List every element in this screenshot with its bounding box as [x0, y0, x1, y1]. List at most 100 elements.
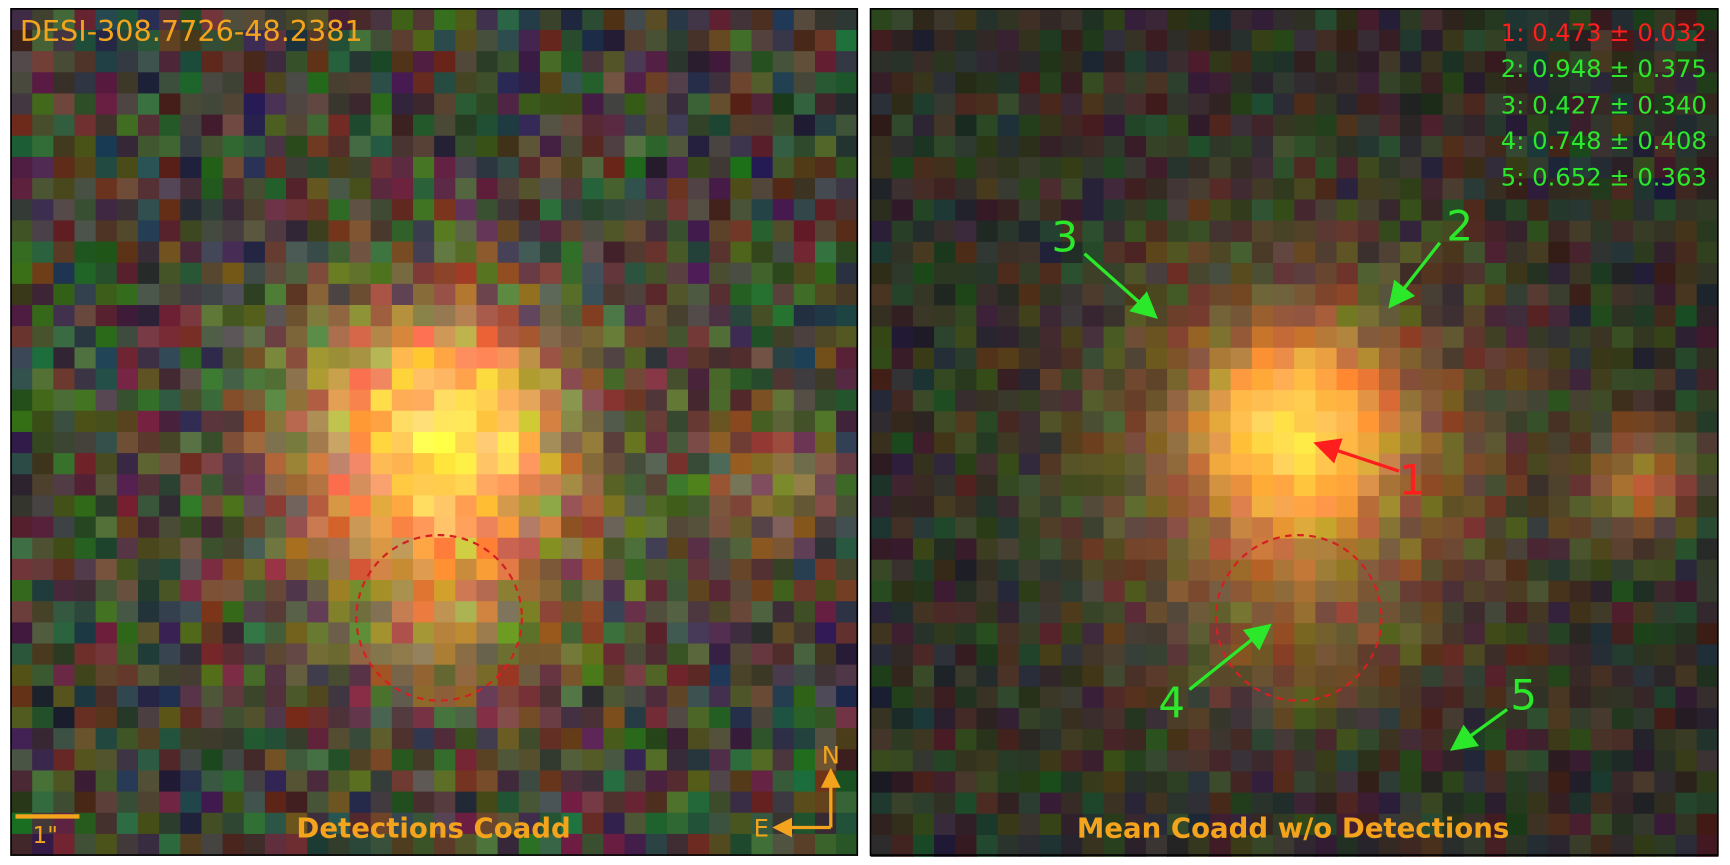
- pixel: [709, 72, 732, 95]
- pixel: [870, 114, 893, 137]
- pixel: [307, 558, 330, 581]
- pixel: [582, 685, 605, 708]
- pixel: [1082, 580, 1105, 603]
- pixel: [976, 368, 999, 391]
- pixel: [1167, 601, 1189, 624]
- pixel: [1633, 241, 1655, 264]
- pixel: [1357, 644, 1380, 667]
- pixel: [32, 622, 55, 645]
- pixel: [455, 516, 478, 539]
- pixel: [1421, 114, 1444, 137]
- pixel: [1633, 220, 1655, 243]
- pixel: [997, 623, 1020, 645]
- pixel: [793, 51, 816, 73]
- pixel: [11, 220, 33, 243]
- pixel: [1421, 813, 1444, 836]
- pixel: [1463, 707, 1486, 730]
- pixel: [997, 411, 1020, 434]
- pixel: [1336, 390, 1359, 412]
- pixel: [836, 791, 858, 814]
- pixel: [1294, 220, 1317, 243]
- pixel: [476, 51, 499, 73]
- pixel: [180, 29, 203, 52]
- pixel: [1103, 729, 1126, 751]
- pixel: [1654, 263, 1677, 285]
- pixel: [561, 643, 583, 666]
- pixel: [434, 368, 456, 391]
- pixel: [582, 770, 605, 793]
- pixel: [11, 156, 33, 179]
- pixel: [1061, 665, 1084, 688]
- pixel: [1294, 178, 1317, 201]
- pixel: [74, 389, 97, 412]
- pixel: [455, 643, 478, 666]
- pixel: [222, 601, 245, 624]
- pixel: [412, 664, 435, 687]
- pixel: [370, 156, 393, 179]
- pixel: [328, 156, 351, 179]
- pixel: [912, 8, 935, 31]
- pixel: [1527, 729, 1550, 751]
- pixel: [455, 770, 478, 793]
- pixel: [1357, 347, 1380, 370]
- pixel: [53, 410, 76, 433]
- pixel: [891, 665, 914, 688]
- pixel: [1018, 157, 1041, 179]
- pixel: [1421, 771, 1444, 794]
- pixel: [476, 114, 499, 137]
- pixel: [772, 262, 795, 285]
- pixel: [391, 51, 414, 73]
- pixel: [391, 431, 414, 454]
- pixel: [116, 812, 139, 835]
- pixel: [1378, 601, 1401, 624]
- pixel: [836, 558, 858, 581]
- pixel: [561, 601, 583, 624]
- pixel: [976, 347, 999, 370]
- pixel: [32, 601, 55, 624]
- pixel: [1421, 51, 1444, 74]
- pixel: [518, 8, 541, 31]
- pixel: [1124, 390, 1147, 412]
- pixel: [1633, 8, 1655, 31]
- pixel: [137, 685, 160, 708]
- pixel: [1611, 792, 1634, 815]
- pixel: [286, 29, 308, 52]
- pixel: [455, 93, 478, 116]
- pixel: [1336, 644, 1359, 667]
- pixel: [814, 495, 837, 518]
- pixel: [11, 643, 33, 666]
- pixel: [264, 156, 287, 179]
- pixel: [222, 72, 245, 95]
- pixel: [1082, 199, 1105, 222]
- pixel: [1400, 580, 1422, 603]
- pixel: [518, 51, 541, 73]
- pixel: [159, 749, 181, 772]
- pixel: [1103, 326, 1126, 349]
- pixel: [955, 390, 978, 412]
- pixel: [391, 72, 414, 95]
- pixel: [264, 8, 287, 31]
- pixel: [159, 833, 181, 856]
- pixel: [1039, 72, 1062, 95]
- pixel: [976, 8, 999, 31]
- pixel: [95, 305, 118, 327]
- pixel: [1251, 644, 1274, 667]
- pixel: [455, 791, 478, 814]
- pixel: [286, 199, 308, 222]
- pixel: [1400, 729, 1422, 751]
- pixel: [1061, 729, 1084, 751]
- pixel: [645, 326, 668, 348]
- pixel: [1378, 114, 1401, 137]
- pixel: [1442, 665, 1465, 688]
- pixel: [1336, 8, 1359, 31]
- pixel: [814, 558, 837, 581]
- pixel: [518, 833, 541, 856]
- pixel: [1590, 432, 1613, 455]
- pixel: [1548, 729, 1571, 751]
- pixel: [74, 241, 97, 264]
- pixel: [539, 326, 562, 348]
- pixel: [709, 706, 732, 729]
- pixel: [349, 685, 372, 708]
- pixel: [1018, 284, 1041, 307]
- pixel: [137, 643, 160, 666]
